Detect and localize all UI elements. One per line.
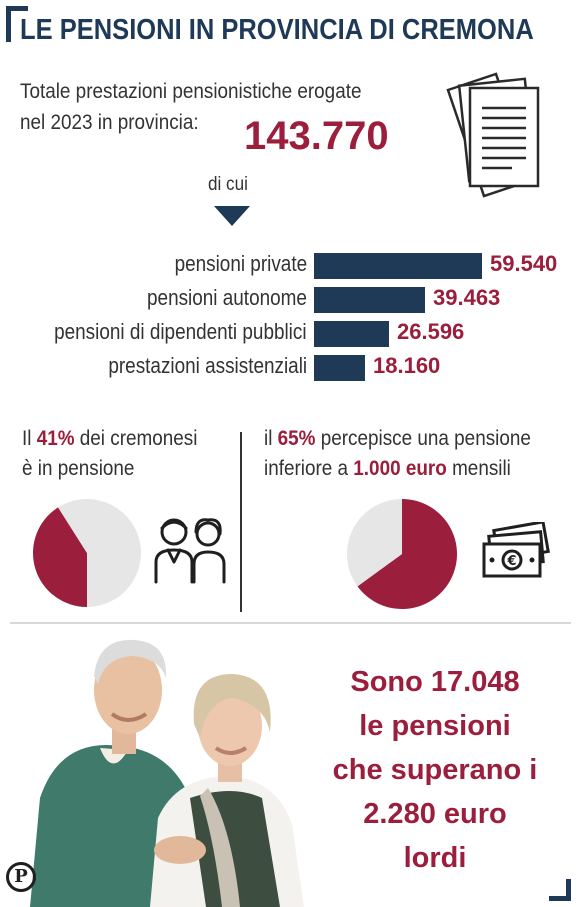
corner-bracket-top <box>6 6 28 42</box>
bar <box>314 287 425 313</box>
section-divider <box>10 622 571 624</box>
intro-text: Totale prestazioni pensionistiche erogat… <box>20 76 361 138</box>
callout-line-3: che superano i <box>332 754 538 786</box>
page-title: LE PENSIONI IN PROVINCIA DI CREMONA <box>20 14 534 46</box>
stat-left-percent: 41% <box>36 427 75 450</box>
bar-label: pensioni di dipendenti pubblici <box>54 319 307 344</box>
stat-right-amount: 1.000 euro <box>353 457 447 480</box>
svg-text:€: € <box>506 554 516 569</box>
stat-left-line2: è in pensione <box>22 457 135 480</box>
bar-value-label: 26.596 <box>397 319 465 344</box>
stat-low-pension: il 65% percepisce una pensione inferiore… <box>264 424 531 484</box>
bar-label: prestazioni assistenziali <box>108 353 307 378</box>
total-value: 143.770 <box>244 114 389 158</box>
callout-line-2: le pensioni <box>359 710 511 742</box>
stat-right-percent: 65% <box>277 427 316 450</box>
pie-slice <box>357 499 457 609</box>
pie-slice <box>33 507 87 607</box>
pie-slice <box>347 499 402 587</box>
corner-bracket-bottom <box>549 879 571 901</box>
callout-line-5: lordi <box>403 842 467 874</box>
stat-retired: Il 41% dei cremonesi è in pensione <box>22 424 197 484</box>
pie-slice <box>58 499 142 607</box>
pie-retired <box>33 499 142 607</box>
stat-right-text3: mensili <box>446 457 511 480</box>
bar-label: pensioni autonome <box>147 285 307 310</box>
stat-right-prefix: il <box>264 427 278 450</box>
elderly-couple-icon <box>154 518 226 584</box>
callout-line-4: 2.280 euro <box>363 798 507 830</box>
documents-icon <box>446 72 540 198</box>
stat-right-text: percepisce una pensione <box>315 427 531 450</box>
highlight-callout: Sono 17.048 le pensioni che superano i 2… <box>310 660 560 880</box>
callout-line-1: Sono 17.048 <box>350 666 520 698</box>
stat-left-text: dei cremonesi <box>74 427 198 450</box>
intro-line-1: Totale prestazioni pensionistiche erogat… <box>20 80 362 103</box>
bar-value-label: 18.160 <box>373 353 441 378</box>
bar <box>314 253 482 279</box>
elderly-couple-photo <box>30 639 304 907</box>
of-which-label: di cui <box>208 174 248 195</box>
bar <box>314 355 365 381</box>
banknote-euro-icon: € <box>482 522 550 578</box>
stat-left-prefix: Il <box>22 427 37 450</box>
vertical-divider <box>240 432 242 612</box>
bar-label: pensioni private <box>174 251 307 276</box>
bar-value-label: 39.463 <box>433 285 501 310</box>
stat-right-text2: inferiore a <box>264 457 354 480</box>
down-arrow-icon <box>214 206 250 226</box>
bar <box>314 321 389 347</box>
pie-low-pension <box>347 499 457 609</box>
p-logo-icon: P <box>6 862 36 892</box>
bar-value-label: 59.540 <box>490 251 558 276</box>
intro-line-2: nel 2023 in provincia: <box>20 111 199 134</box>
